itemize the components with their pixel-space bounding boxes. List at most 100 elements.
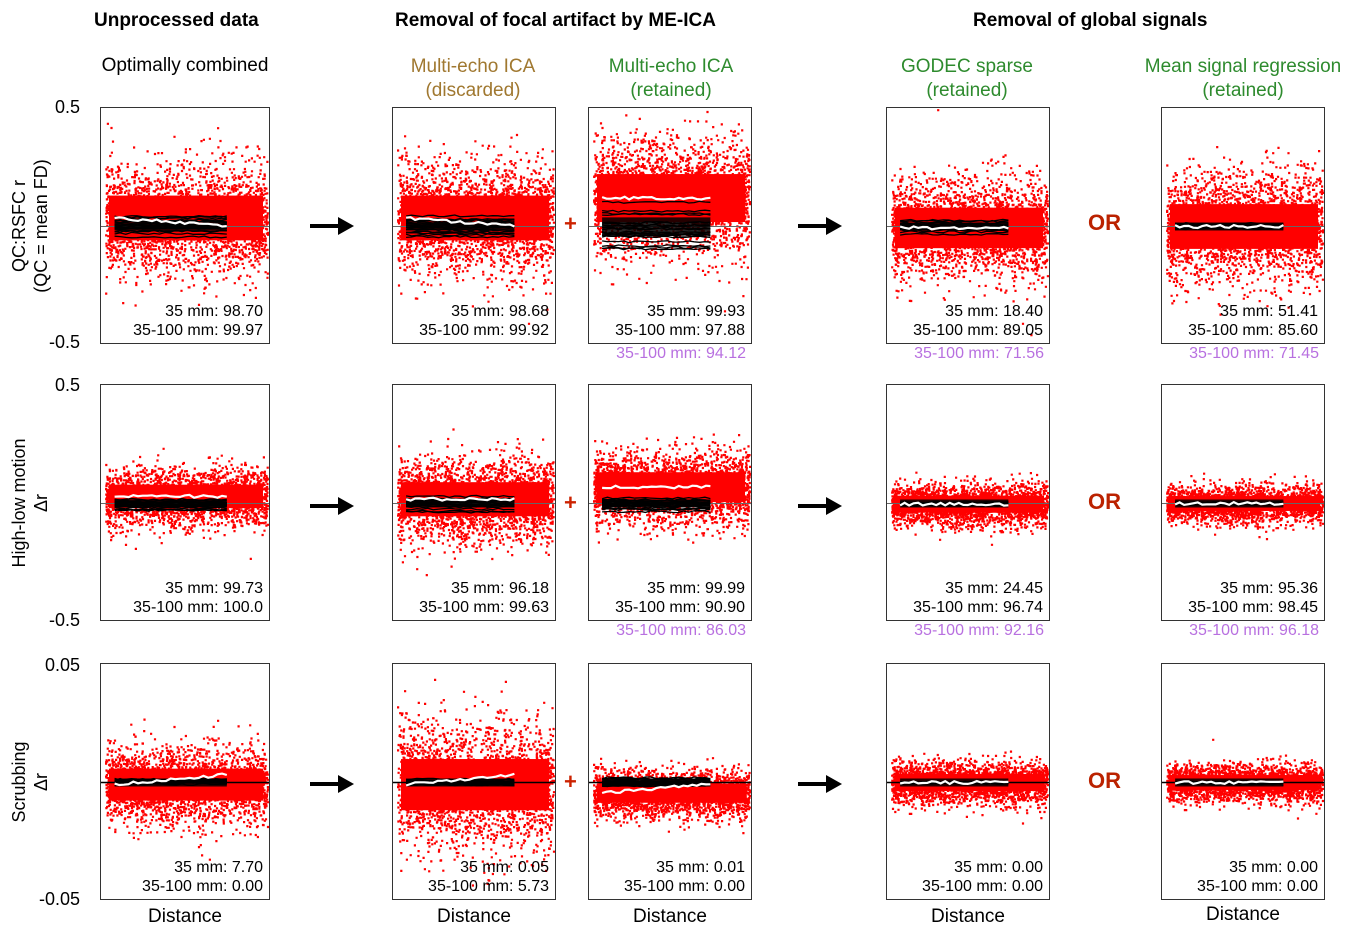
xlabel-col2: Distance <box>633 906 707 927</box>
ytick-row2-max: 0.05 <box>44 655 80 675</box>
scatter-panel-r2-c4: 35 mm: 0.00 35-100 mm: 0.00 <box>1161 663 1325 900</box>
header-focal-artifact: Removal of focal artifact by ME-ICA <box>395 10 716 31</box>
scatter-plot <box>887 109 1049 337</box>
stat-35mm: 35 mm: 24.45 <box>945 580 1043 597</box>
arrow-icon <box>798 217 842 235</box>
mean-line <box>899 501 1009 507</box>
scatter-plot <box>101 122 269 307</box>
column-title-godec-sparse: GODEC sparse (retained) <box>901 56 1033 101</box>
scatter-plot <box>589 757 751 835</box>
ytick-row2-min: -0.05 <box>38 889 80 909</box>
stat-purple-35-100mm: 35-100 mm: 86.03 <box>616 622 746 639</box>
ylabel-row-high-low-motion: High-low motion Δr <box>9 438 51 568</box>
scatter-panel-r0-c1: 35 mm: 98.68 35-100 mm: 99.92 <box>392 107 556 344</box>
scatter-plot <box>1162 738 1324 820</box>
stat-35-100mm: 35-100 mm: 96.74 <box>913 599 1043 616</box>
mean-line <box>114 772 228 787</box>
scatter-panel-r0-c3: 35 mm: 18.40 35-100 mm: 89.05 <box>886 107 1050 344</box>
stat-35mm: 35 mm: 0.00 <box>1229 859 1318 876</box>
scatter-plot <box>887 471 1049 546</box>
scatter-panel-r1-c4: 35 mm: 95.36 35-100 mm: 98.45 <box>1161 384 1325 621</box>
arrow-icon <box>798 497 842 515</box>
scatter-panel-r2-c0: 35 mm: 7.70 35-100 mm: 0.00 <box>100 663 270 900</box>
arrow-icon <box>798 775 842 793</box>
stat-35-100mm: 35-100 mm: 0.00 <box>142 878 263 895</box>
arrow-icon <box>310 775 354 793</box>
scatter-plot <box>393 428 555 577</box>
stat-35mm: 35 mm: 98.70 <box>165 303 263 320</box>
column-title-meica-discarded: Multi-echo ICA (discarded) <box>410 56 536 101</box>
stat-35mm: 35 mm: 99.93 <box>647 303 745 320</box>
stat-35mm: 35 mm: 99.73 <box>165 580 263 597</box>
subject-lines <box>114 497 227 512</box>
stat-purple-35-100mm: 35-100 mm: 92.16 <box>914 622 1044 639</box>
or-label-row0: OR <box>1088 210 1121 235</box>
mean-line <box>601 782 711 795</box>
scatter-panel-r2-c3: 35 mm: 0.00 35-100 mm: 0.00 <box>886 663 1050 900</box>
mean-line <box>405 772 515 787</box>
stat-purple-35-100mm: 35-100 mm: 94.12 <box>616 345 746 362</box>
stat-35-100mm: 35-100 mm: 97.88 <box>615 322 745 339</box>
scatter-points <box>891 471 1049 546</box>
stat-35-100mm: 35-100 mm: 0.00 <box>922 878 1043 895</box>
stat-35mm: 35 mm: 18.40 <box>945 303 1043 320</box>
scatter-panel-r0-c0: 35 mm: 98.70 35-100 mm: 99.97 <box>100 107 270 344</box>
scatter-panel-r0-c2: 35 mm: 99.93 35-100 mm: 97.88 <box>588 107 752 344</box>
scatter-plot <box>887 750 1049 825</box>
scatter-plot <box>1162 472 1324 541</box>
stat-35-100mm: 35-100 mm: 98.45 <box>1188 599 1318 616</box>
xlabel-col1: Distance <box>437 906 511 927</box>
plus-sign-row1: + <box>564 490 577 515</box>
mean-line <box>405 216 515 228</box>
stat-purple-35-100mm: 35-100 mm: 96.18 <box>1189 622 1319 639</box>
mean-line <box>899 225 1009 231</box>
scatter-panel-r2-c2: 35 mm: 0.01 35-100 mm: 0.00 <box>588 663 752 900</box>
stat-35mm: 35 mm: 99.99 <box>647 580 745 597</box>
ylabel-row-scrubbing: Scrubbing Δr <box>9 741 51 823</box>
scatter-panel-r1-c1: 35 mm: 96.18 35-100 mm: 99.63 <box>392 384 556 621</box>
scatter-plot <box>1162 146 1324 316</box>
scatter-points <box>105 122 269 307</box>
xlabel-col4: Distance <box>1206 904 1280 925</box>
ytick-row0-max: 0.5 <box>54 97 80 117</box>
subject-lines <box>601 496 711 514</box>
scatter-plot <box>393 133 555 325</box>
mean-line <box>114 216 227 228</box>
scatter-plot <box>101 447 269 560</box>
scatter-point-cloud <box>105 718 269 861</box>
scatter-points <box>891 750 1049 825</box>
or-label-row1: OR <box>1088 489 1121 514</box>
ylabel-row-qc-rsfc: QC:RSFC r (QC = mean FD) <box>9 159 51 293</box>
stat-35mm: 35 mm: 0.00 <box>954 859 1043 876</box>
scatter-panel-r1-c0: 35 mm: 99.73 35-100 mm: 100.0 <box>100 384 270 621</box>
subject-lines <box>601 200 711 251</box>
column-title-meica-retained: Multi-echo ICA (retained) <box>608 56 734 101</box>
stat-35-100mm: 35-100 mm: 85.60 <box>1188 322 1318 339</box>
stat-35-100mm: 35-100 mm: 99.63 <box>419 599 549 616</box>
stat-35mm: 35 mm: 98.68 <box>451 303 549 320</box>
stat-35mm: 35 mm: 0.01 <box>656 859 745 876</box>
scatter-plot <box>101 718 269 861</box>
mean-line <box>405 496 515 502</box>
ytick-row1-max: 0.5 <box>54 375 80 395</box>
column-title-mean-signal-regression: Mean signal regression (retained) <box>1144 56 1342 101</box>
ytick-row0-min: -0.5 <box>48 332 80 352</box>
scatter-points <box>593 757 751 835</box>
stat-35-100mm: 35-100 mm: 100.0 <box>133 599 263 616</box>
header-global-signals: Removal of global signals <box>973 10 1208 31</box>
stat-purple-35-100mm: 35-100 mm: 71.45 <box>1189 345 1319 362</box>
stat-35mm: 35 mm: 7.70 <box>174 859 263 876</box>
scatter-plot <box>589 110 751 313</box>
stat-35mm: 35 mm: 95.36 <box>1220 580 1318 597</box>
stat-35-100mm: 35-100 mm: 99.92 <box>419 322 549 339</box>
scatter-panel-r1-c2: 35 mm: 99.99 35-100 mm: 90.90 <box>588 384 752 621</box>
xlabel-col0: Distance <box>148 906 222 927</box>
subject-lines <box>601 776 711 788</box>
scatter-panel-r2-c1: 35 mm: 0.05 35-100 mm: 5.73 <box>392 663 556 900</box>
or-label-row2: OR <box>1088 768 1121 793</box>
arrow-icon <box>310 217 354 235</box>
stat-35-100mm: 35-100 mm: 0.00 <box>1197 878 1318 895</box>
mean-line <box>899 779 1009 786</box>
mean-line <box>602 484 711 490</box>
stat-purple-35-100mm: 35-100 mm: 71.56 <box>914 345 1044 362</box>
